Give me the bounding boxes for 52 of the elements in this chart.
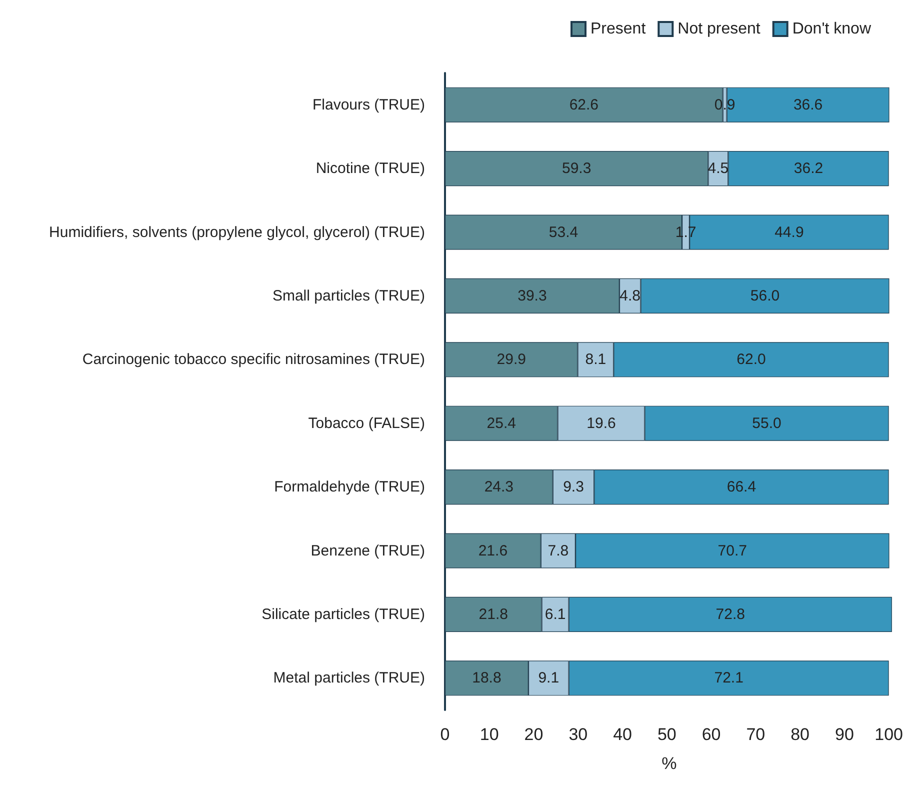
- x-tick-label: 10: [480, 725, 499, 744]
- x-tick-label: 50: [657, 725, 676, 744]
- data-label: 56.0: [750, 287, 780, 304]
- data-label: 21.8: [478, 606, 508, 623]
- data-label: 8.1: [585, 351, 606, 368]
- data-label: 7.8: [548, 542, 569, 560]
- x-tick-label: 80: [790, 725, 810, 744]
- x-tick-label: 20: [524, 725, 544, 744]
- data-label: 25.4: [486, 414, 516, 432]
- data-label: 55.0: [752, 414, 782, 432]
- x-tick-label: 100: [874, 725, 904, 744]
- y-tick-label: Nicotine (TRUE): [316, 160, 425, 178]
- data-label: 44.9: [774, 224, 804, 241]
- y-tick-label: Benzene (TRUE): [310, 542, 425, 560]
- x-axis-title: %: [662, 754, 677, 773]
- x-tick-label: 30: [568, 725, 588, 744]
- data-label: 9.1: [538, 670, 560, 687]
- data-label: 39.3: [518, 287, 547, 304]
- x-tick-label: 90: [834, 725, 854, 744]
- legend-label: Don't know: [792, 20, 872, 38]
- data-label: 19.6: [586, 414, 616, 432]
- y-tick-label: Metal particles (TRUE): [273, 670, 425, 687]
- y-tick-label: Tobacco (FALSE): [308, 414, 426, 432]
- data-label: 18.8: [472, 670, 502, 687]
- data-label: 29.9: [496, 351, 526, 368]
- data-label: 53.4: [548, 224, 578, 241]
- y-tick-label: Formaldehyde (TRUE): [274, 478, 425, 496]
- data-label: 66.4: [726, 478, 756, 496]
- x-tick-label: 0: [440, 725, 450, 744]
- data-label: 36.2: [794, 160, 824, 178]
- data-label: 21.6: [478, 542, 508, 560]
- y-tick-label: Flavours (TRUE): [312, 96, 425, 114]
- data-label: 70.7: [718, 542, 747, 560]
- legend-label: Present: [590, 20, 646, 38]
- legend-label: Not present: [678, 20, 761, 38]
- y-tick-label: Small particles (TRUE): [272, 287, 425, 304]
- y-tick-label: Humidifiers, solvents (propylene glycol, glycerol) (TRUE): [49, 224, 425, 241]
- data-label: 62.6: [569, 96, 599, 114]
- x-tick-label: 60: [702, 725, 721, 744]
- data-label: 36.6: [793, 96, 823, 114]
- data-label: 24.3: [484, 478, 514, 496]
- x-tick-label: 40: [613, 725, 632, 744]
- y-tick-label: Carcinogenic tobacco specific nitrosamines (TRUE): [82, 351, 425, 368]
- data-label: 4.8: [620, 287, 640, 304]
- data-label: 72.8: [716, 606, 745, 623]
- x-tick-label: 70: [746, 725, 766, 744]
- data-label: 62.0: [736, 351, 766, 368]
- data-label: 72.1: [714, 670, 744, 687]
- data-label: 9.3: [563, 478, 584, 496]
- data-label: 6.1: [544, 606, 566, 623]
- data-label: 59.3: [562, 160, 592, 178]
- y-tick-label: Silicate particles (TRUE): [262, 606, 425, 623]
